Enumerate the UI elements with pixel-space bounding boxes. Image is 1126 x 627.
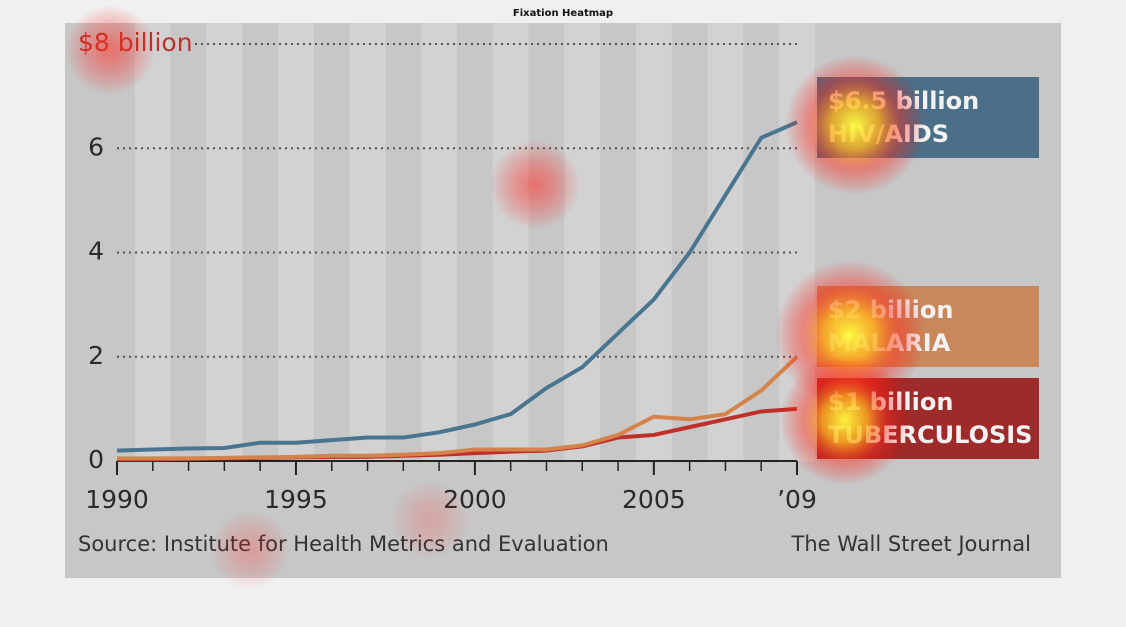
series-line	[117, 355, 799, 461]
fixation	[65, 5, 155, 95]
stripe	[278, 23, 314, 461]
fixation	[785, 55, 925, 195]
heatmap	[65, 5, 925, 590]
fixation	[390, 480, 470, 560]
y-tick-label: 0	[88, 445, 104, 474]
stripe	[206, 23, 243, 461]
series-line	[116, 120, 798, 453]
x-tick-label: 1995	[264, 485, 328, 514]
y-tick-label: 4	[88, 237, 104, 266]
stripes	[134, 23, 815, 461]
y-tick-label: 2	[88, 341, 104, 370]
x-tick-label: ’09	[777, 485, 817, 514]
chart-title: Fixation Heatmap	[513, 8, 613, 19]
stripe	[635, 23, 672, 461]
y-tick-label: 6	[88, 132, 104, 161]
stripe	[134, 23, 171, 461]
fixation	[210, 510, 290, 590]
stripe	[564, 23, 601, 461]
fixation	[490, 140, 580, 230]
x-tick-label: 1990	[85, 485, 149, 514]
fixation	[780, 355, 910, 485]
source: Source: Institute for Health Metrics and…	[78, 532, 609, 556]
stripe	[707, 23, 744, 461]
stripe	[349, 23, 386, 461]
stripe	[492, 23, 529, 461]
credit: The Wall Street Journal	[791, 532, 1031, 556]
x-tick-label: 2005	[622, 485, 686, 514]
stripe	[421, 23, 457, 461]
